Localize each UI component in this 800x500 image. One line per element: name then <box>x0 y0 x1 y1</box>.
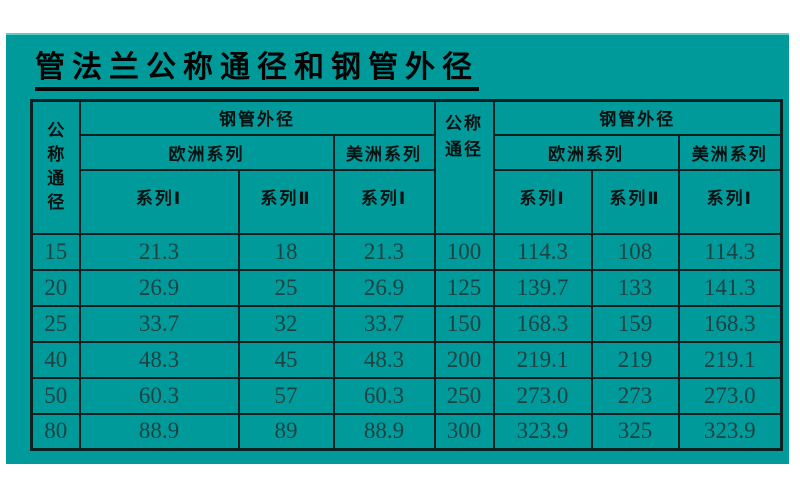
cell-value: 88.9 <box>332 412 436 451</box>
cell-value: 45 <box>237 340 335 379</box>
cell-value: 114.3 <box>492 232 593 271</box>
cell-value: 60.3 <box>332 376 436 415</box>
cell-nominal: 40 <box>30 340 81 379</box>
table-row: 20 26.9 25 26.9 125 139.7 133 141.3 <box>30 268 783 307</box>
table-row: 25 33.7 32 33.7 150 168.3 159 168.3 <box>30 304 783 343</box>
pipe-flange-table: 公 称 通 径 钢管外径 公称 通径 钢管外径 欧洲系列 美洲系列 欧洲系列 美… <box>30 99 784 451</box>
cell-value: 48.3 <box>332 340 436 379</box>
cell-value: 323.9 <box>677 412 783 451</box>
cell-nominal: 100 <box>433 232 495 271</box>
header-nominal-diameter-left: 公 称 通 径 <box>30 99 81 235</box>
cell-nominal: 25 <box>30 304 81 343</box>
cell-value: 21.3 <box>332 232 436 271</box>
header-europe-series-right: 欧洲系列 <box>492 133 680 171</box>
cell-value: 323.9 <box>492 412 593 451</box>
cell-value: 273.0 <box>677 376 783 415</box>
cell-value: 32 <box>237 304 335 343</box>
table-row: 80 88.9 89 88.9 300 323.9 325 323.9 <box>30 412 783 451</box>
cell-value: 219.1 <box>492 340 593 379</box>
cell-nominal: 15 <box>30 232 81 271</box>
nominal-vertical-text: 公 称 通 径 <box>33 121 79 214</box>
nominal-char: 称 <box>47 144 65 165</box>
header-america-series-right: 美洲系列 <box>677 133 783 171</box>
cell-value: 168.3 <box>677 304 783 343</box>
cell-nominal: 80 <box>30 412 81 451</box>
cell-value: 89 <box>237 412 335 451</box>
cell-value: 168.3 <box>492 304 593 343</box>
cell-nominal: 250 <box>433 376 495 415</box>
cell-value: 219 <box>590 340 680 379</box>
cell-nominal: 20 <box>30 268 81 307</box>
header-series-1-right-america: 系列Ⅰ <box>677 168 783 235</box>
cell-value: 325 <box>590 412 680 451</box>
cell-value: 273.0 <box>492 376 593 415</box>
cell-value: 48.3 <box>78 340 240 379</box>
cell-value: 57 <box>237 376 335 415</box>
cell-value: 133 <box>590 268 680 307</box>
cell-value: 21.3 <box>78 232 240 271</box>
cell-value: 88.9 <box>78 412 240 451</box>
nominal-char: 通 <box>47 168 65 189</box>
table-row: 40 48.3 45 48.3 200 219.1 219 219.1 <box>30 340 783 379</box>
cell-value: 18 <box>237 232 335 271</box>
cell-value: 141.3 <box>677 268 783 307</box>
cell-value: 25 <box>237 268 335 307</box>
header-europe-series-left: 欧洲系列 <box>78 133 335 171</box>
cell-value: 26.9 <box>78 268 240 307</box>
nominal-line: 通径 <box>445 140 483 160</box>
header-series-1-left-america: 系列Ⅰ <box>332 168 436 235</box>
cell-nominal: 50 <box>30 376 81 415</box>
cell-value: 33.7 <box>78 304 240 343</box>
cell-value: 139.7 <box>492 268 593 307</box>
cell-value: 108 <box>590 232 680 271</box>
header-america-series-left: 美洲系列 <box>332 133 436 171</box>
header-series-1-right-europe: 系列Ⅰ <box>492 168 593 235</box>
cell-value: 159 <box>590 304 680 343</box>
cell-value: 114.3 <box>677 232 783 271</box>
cell-value: 219.1 <box>677 340 783 379</box>
cell-nominal: 200 <box>433 340 495 379</box>
teal-slide-panel: 管法兰公称通径和钢管外径 公 称 通 径 钢 <box>6 33 789 464</box>
header-series-2-left-europe: 系列Ⅱ <box>237 168 335 235</box>
page-title: 管法兰公称通径和钢管外径 <box>35 42 479 91</box>
cell-nominal: 150 <box>433 304 495 343</box>
nominal-char: 径 <box>47 192 65 213</box>
cell-value: 33.7 <box>332 304 436 343</box>
cell-nominal: 300 <box>433 412 495 451</box>
header-nominal-diameter-right: 公称 通径 <box>433 99 495 235</box>
header-series-1-left-europe: 系列Ⅰ <box>78 168 240 235</box>
table-row: 15 21.3 18 21.3 100 114.3 108 114.3 <box>30 232 783 271</box>
cell-value: 26.9 <box>332 268 436 307</box>
nominal-char: 公 <box>47 120 65 141</box>
header-steel-od-right: 钢管外径 <box>492 99 783 136</box>
cell-nominal: 125 <box>433 268 495 307</box>
table-row: 50 60.3 57 60.3 250 273.0 273 273.0 <box>30 376 783 415</box>
header-series-2-right-europe: 系列Ⅱ <box>590 168 680 235</box>
header-steel-od-left: 钢管外径 <box>78 99 436 136</box>
nominal-line: 公称 <box>445 114 483 134</box>
cell-value: 60.3 <box>78 376 240 415</box>
cell-value: 273 <box>590 376 680 415</box>
